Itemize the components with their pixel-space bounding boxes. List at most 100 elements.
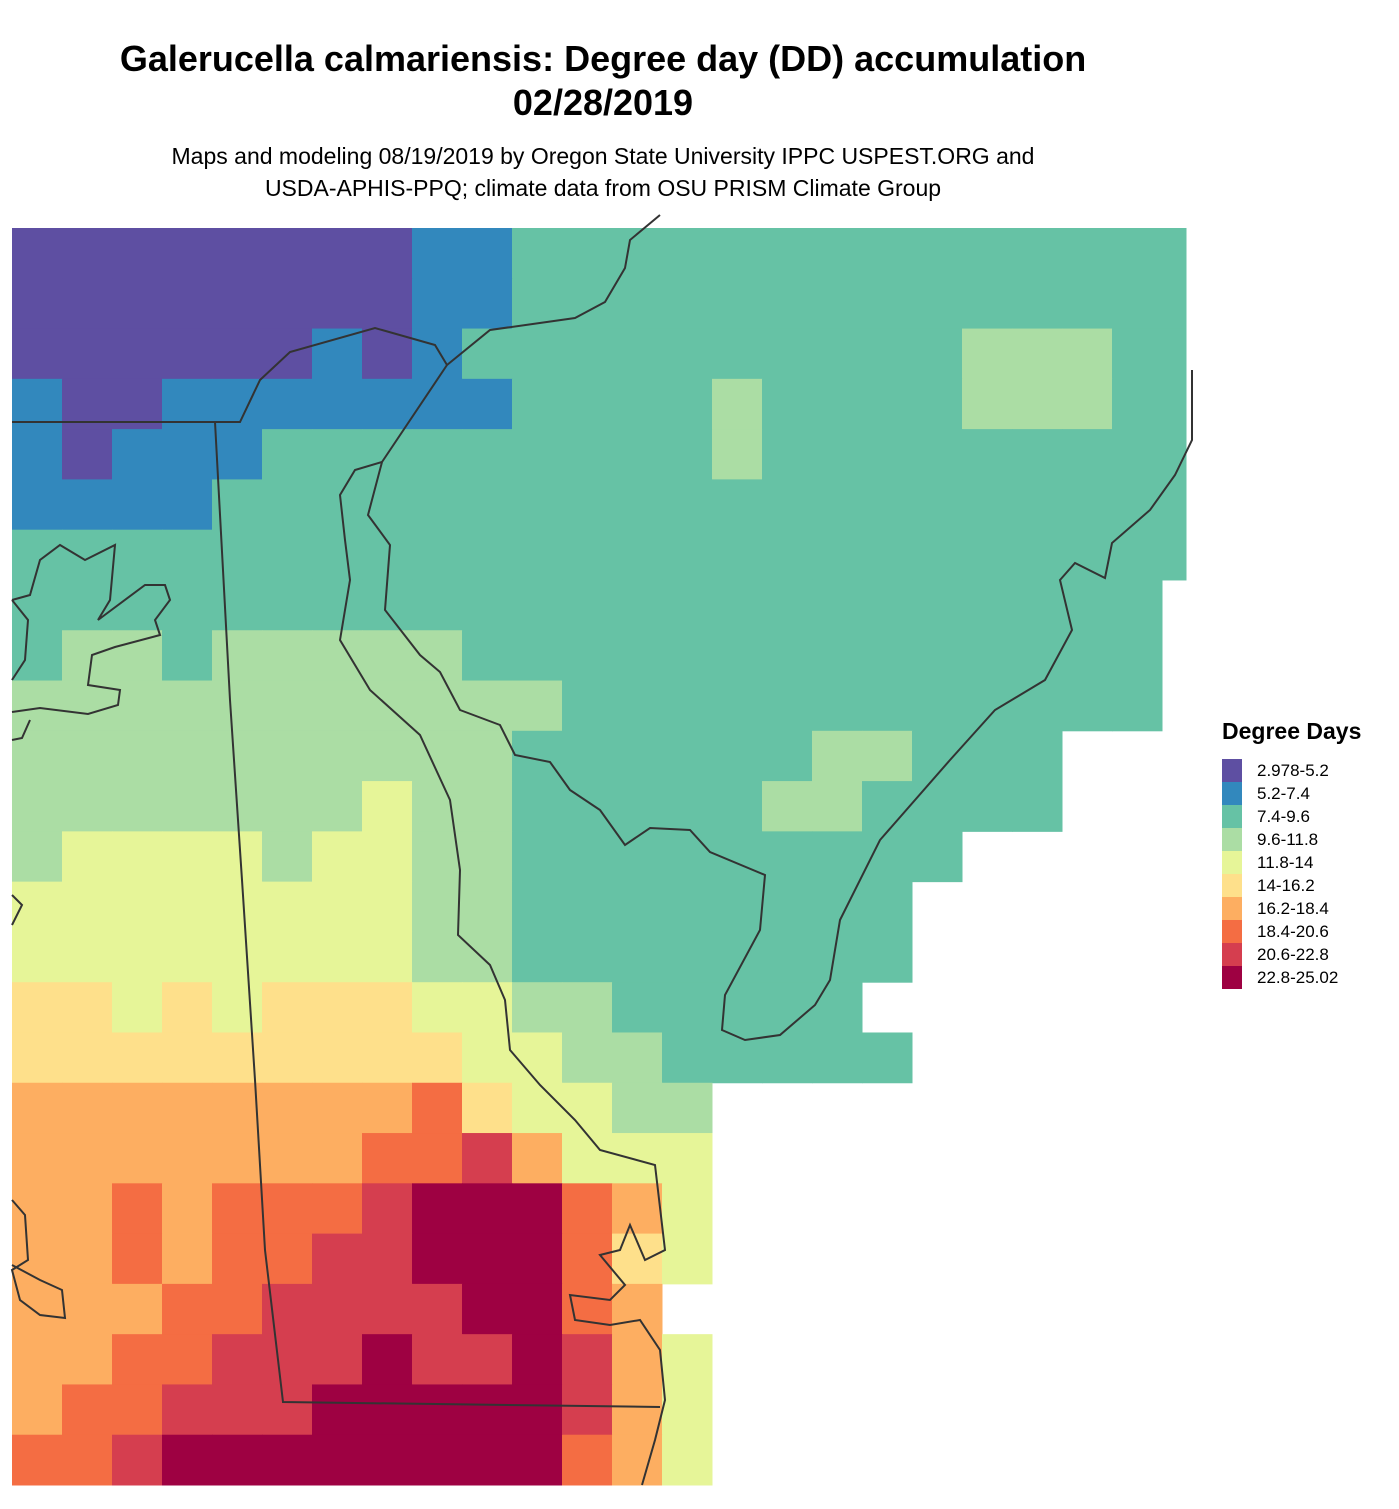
raster-cell	[462, 579, 513, 631]
raster-cell	[662, 1233, 713, 1285]
raster-cell	[62, 680, 113, 732]
raster-cell	[112, 579, 163, 631]
raster-cell	[12, 1384, 63, 1436]
raster-cell	[1112, 278, 1163, 330]
raster-cell	[162, 982, 213, 1033]
raster-cell	[512, 328, 563, 380]
raster-cell	[362, 1334, 413, 1385]
legend-swatch	[1222, 966, 1242, 989]
raster-cell	[1062, 680, 1113, 732]
raster-cell	[212, 328, 263, 380]
raster-cell	[262, 1334, 313, 1385]
raster-cell	[62, 1183, 113, 1235]
raster-cell	[762, 630, 813, 682]
raster-cell	[262, 630, 313, 682]
raster-cell	[262, 479, 313, 531]
raster-cell	[362, 730, 413, 782]
raster-cell	[862, 931, 913, 983]
raster-cell	[212, 1183, 263, 1235]
raster-cell	[162, 1183, 213, 1235]
raster-cell	[662, 1384, 713, 1436]
raster-cell	[262, 1032, 313, 1084]
raster-cell	[362, 1082, 413, 1134]
raster-cell	[1012, 278, 1063, 330]
raster-cell	[62, 630, 113, 682]
raster-cell	[162, 1434, 213, 1486]
map-subtitle-line2: USDA-APHIS-PPQ; climate data from OSU PR…	[264, 175, 942, 201]
raster-cell	[462, 1183, 513, 1235]
raster-cell	[662, 881, 713, 933]
raster-cell	[812, 579, 863, 631]
raster-cell	[512, 1283, 563, 1335]
raster-cell	[912, 228, 963, 279]
raster-cell	[812, 831, 863, 883]
raster-cell	[312, 1233, 363, 1285]
raster-cell	[562, 328, 613, 380]
raster-cell	[62, 1283, 113, 1335]
raster-cell	[712, 881, 763, 933]
raster-cell	[112, 1334, 163, 1385]
legend-item: 5.2-7.4	[1222, 782, 1310, 805]
raster-cell	[562, 1283, 613, 1335]
raster-cell	[812, 278, 863, 330]
raster-cell	[462, 630, 513, 682]
raster-cell	[1062, 228, 1113, 279]
raster-cell	[412, 1233, 463, 1285]
boundaries	[10, 214, 1193, 1486]
raster-cell	[312, 1133, 363, 1184]
legend-label: 11.8-14	[1257, 852, 1314, 872]
raster-cell	[62, 579, 113, 631]
raster-cell	[562, 529, 613, 581]
raster-cell	[1112, 630, 1163, 682]
raster-cell	[912, 680, 963, 732]
raster-cell	[962, 781, 1013, 832]
raster-cell	[162, 1384, 213, 1436]
raster-cell	[1162, 378, 1187, 430]
raster-cell	[412, 1334, 463, 1385]
legend-label: 7.4-9.6	[1257, 806, 1310, 826]
raster-cell	[362, 1133, 413, 1184]
raster-cell	[962, 479, 1013, 531]
raster-cell	[512, 1334, 563, 1385]
raster-cell	[1062, 278, 1113, 330]
raster-cell	[962, 328, 1013, 380]
raster-cell	[312, 479, 363, 531]
raster-cell	[712, 982, 763, 1033]
raster-cell	[962, 278, 1013, 330]
raster-cell	[812, 630, 863, 682]
raster-cell	[12, 680, 63, 732]
raster-cell	[312, 1183, 363, 1235]
raster-cell	[362, 630, 413, 682]
degree-day-map	[10, 214, 1193, 1486]
raster-cell	[462, 781, 513, 832]
raster-cell	[212, 1233, 263, 1285]
legend-swatch	[1222, 897, 1242, 920]
raster-cell	[862, 278, 913, 330]
raster-cell	[612, 328, 663, 380]
raster-cell	[712, 278, 763, 330]
raster-cell	[512, 1434, 563, 1486]
raster-cell	[62, 1334, 113, 1385]
raster-cell	[12, 328, 63, 380]
raster-cell	[62, 831, 113, 883]
legend-label: 16.2-18.4	[1257, 898, 1329, 918]
raster-cell	[262, 1233, 313, 1285]
raster-cell	[12, 479, 63, 531]
raster-cell	[12, 630, 63, 682]
raster-cell	[662, 1434, 713, 1486]
legend-item: 11.8-14	[1222, 851, 1313, 874]
legend-label: 2.978-5.2	[1257, 760, 1329, 780]
raster-cell	[212, 931, 263, 983]
raster-cell	[162, 1133, 213, 1184]
raster-cell	[212, 429, 263, 480]
legend-swatch	[1222, 920, 1242, 943]
raster-cell	[812, 730, 863, 782]
raster-cell	[962, 429, 1013, 480]
raster-cell	[162, 680, 213, 732]
raster-cell	[112, 278, 163, 330]
raster-cell	[362, 1434, 413, 1486]
raster-cell	[112, 1434, 163, 1486]
coastline-west	[10, 543, 172, 1320]
raster-cell	[912, 278, 963, 330]
legend-swatch	[1222, 805, 1242, 828]
